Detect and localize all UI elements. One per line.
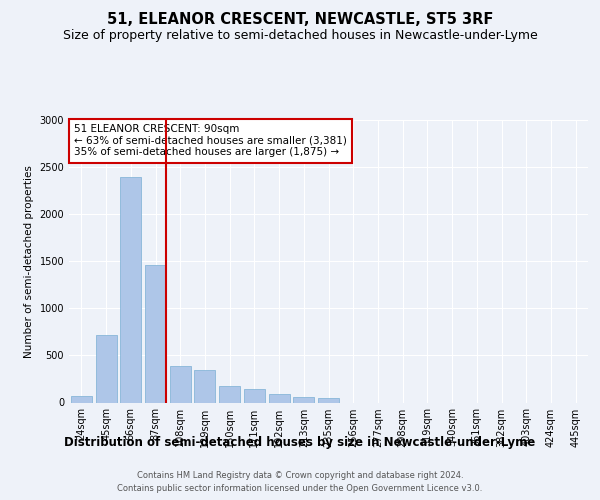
Bar (219, 386, 240, 402)
Bar (145, 265, 166, 402)
Y-axis label: Number of semi-detached properties: Number of semi-detached properties (24, 165, 34, 358)
Bar (71, 396, 92, 402)
Text: Size of property relative to semi-detached houses in Newcastle-under-Lyme: Size of property relative to semi-detach… (62, 28, 538, 42)
Bar (120, 178, 141, 402)
Bar (269, 394, 290, 402)
Bar (244, 389, 265, 402)
Bar (194, 370, 215, 402)
Bar (318, 398, 339, 402)
Bar (293, 397, 314, 402)
Text: Contains public sector information licensed under the Open Government Licence v3: Contains public sector information licen… (118, 484, 482, 493)
Bar (170, 366, 191, 403)
Text: 51, ELEANOR CRESCENT, NEWCASTLE, ST5 3RF: 51, ELEANOR CRESCENT, NEWCASTLE, ST5 3RF (107, 12, 493, 28)
Text: Contains HM Land Registry data © Crown copyright and database right 2024.: Contains HM Land Registry data © Crown c… (137, 471, 463, 480)
Bar (95, 334, 116, 402)
Text: 51 ELEANOR CRESCENT: 90sqm
← 63% of semi-detached houses are smaller (3,381)
35%: 51 ELEANOR CRESCENT: 90sqm ← 63% of semi… (74, 124, 347, 158)
Text: Distribution of semi-detached houses by size in Newcastle-under-Lyme: Distribution of semi-detached houses by … (64, 436, 536, 449)
